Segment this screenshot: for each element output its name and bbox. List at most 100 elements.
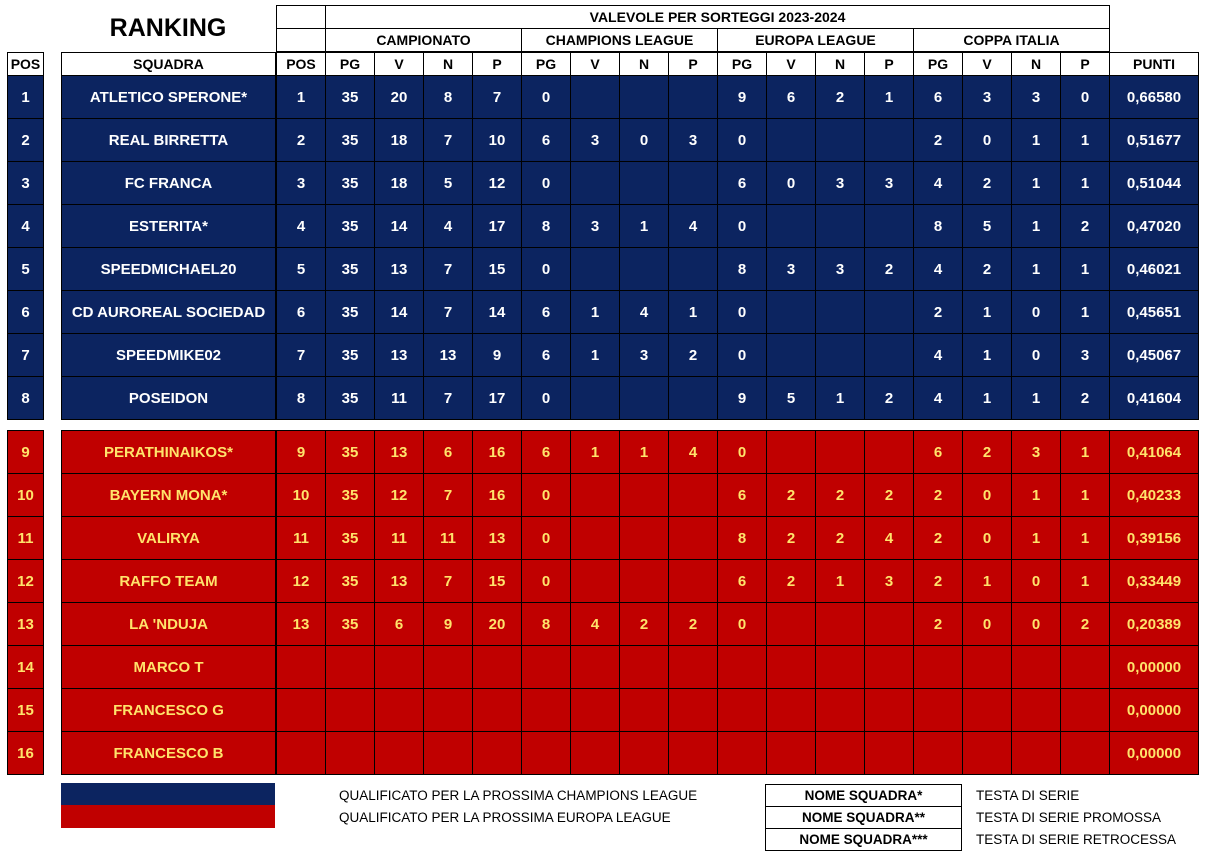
- row-stat-cell: 1: [1060, 559, 1110, 603]
- row-stat-cell: 8: [423, 75, 473, 119]
- row-stat-cell: 13: [472, 516, 522, 560]
- row-stat-cell: 2: [766, 473, 816, 517]
- row-position: 7: [7, 333, 44, 377]
- row-stat-cell: [570, 161, 620, 205]
- row-stat-cell: 4: [864, 516, 914, 560]
- row-stat-cell: 35: [325, 75, 375, 119]
- row-stat-cell: 3: [962, 75, 1012, 119]
- row-stat-cell: 0: [717, 602, 767, 646]
- row-stat-cell: 2: [766, 559, 816, 603]
- row-points: 0,41604: [1109, 376, 1199, 420]
- row-stat-cell: [570, 376, 620, 420]
- row-stat-cell: 9: [276, 430, 326, 474]
- header-blank-pos: [276, 5, 326, 29]
- row-stat-cell: [668, 731, 718, 775]
- row-stat-cell: [717, 688, 767, 732]
- row-stat-cell: [570, 247, 620, 291]
- row-stat-cell: [864, 290, 914, 334]
- row-stat-cell: 6: [374, 602, 424, 646]
- row-stat-cell: 9: [423, 602, 473, 646]
- row-stat-cell: 0: [717, 290, 767, 334]
- row-stat-cell: 10: [276, 473, 326, 517]
- row-stat-cell: 0: [521, 247, 571, 291]
- row-stat-cell: [521, 645, 571, 689]
- row-points: 0,20389: [1109, 602, 1199, 646]
- row-points: 0,45651: [1109, 290, 1199, 334]
- row-stat-cell: 3: [668, 118, 718, 162]
- row-stat-cell: 2: [815, 75, 865, 119]
- row-stat-cell: [619, 75, 669, 119]
- header-col-8: P: [668, 52, 718, 76]
- row-stat-cell: [668, 161, 718, 205]
- row-stat-cell: 3: [766, 247, 816, 291]
- row-points: 0,47020: [1109, 204, 1199, 248]
- row-stat-cell: 2: [913, 290, 963, 334]
- row-stat-cell: 2: [913, 473, 963, 517]
- row-stat-cell: 35: [325, 118, 375, 162]
- row-stat-cell: 0: [1011, 333, 1061, 377]
- row-stat-cell: [472, 731, 522, 775]
- header-col-5: PG: [521, 52, 571, 76]
- row-stat-cell: [619, 645, 669, 689]
- row-stat-cell: 5: [766, 376, 816, 420]
- row-stat-cell: [374, 688, 424, 732]
- row-stat-cell: [815, 118, 865, 162]
- row-stat-cell: [668, 376, 718, 420]
- row-team-name: VALIRYA: [61, 516, 276, 560]
- row-stat-cell: 17: [472, 376, 522, 420]
- row-stat-cell: [1060, 645, 1110, 689]
- row-stat-cell: 35: [325, 247, 375, 291]
- row-stat-cell: [668, 645, 718, 689]
- row-stat-cell: 1: [1011, 118, 1061, 162]
- row-stat-cell: 0: [717, 430, 767, 474]
- row-stat-cell: [423, 731, 473, 775]
- row-position: 16: [7, 731, 44, 775]
- row-position: 8: [7, 376, 44, 420]
- row-stat-cell: [815, 333, 865, 377]
- row-stat-cell: 4: [276, 204, 326, 248]
- row-stat-cell: 0: [1011, 602, 1061, 646]
- header-col-6: V: [570, 52, 620, 76]
- row-stat-cell: 3: [1011, 75, 1061, 119]
- row-stat-cell: 35: [325, 204, 375, 248]
- header-valevole: VALEVOLE PER SORTEGGI 2023-2024: [325, 5, 1110, 29]
- row-stat-cell: [570, 688, 620, 732]
- row-stat-cell: [864, 645, 914, 689]
- header-punti: PUNTI: [1109, 52, 1199, 76]
- row-stat-cell: 6: [913, 75, 963, 119]
- row-stat-cell: 1: [1060, 247, 1110, 291]
- header-col-11: N: [815, 52, 865, 76]
- row-stat-cell: 4: [913, 376, 963, 420]
- row-stat-cell: [1011, 645, 1061, 689]
- row-stat-cell: 1: [1011, 161, 1061, 205]
- row-stat-cell: [619, 473, 669, 517]
- row-stat-cell: 1: [962, 376, 1012, 420]
- header-col-14: V: [962, 52, 1012, 76]
- row-stat-cell: 13: [374, 430, 424, 474]
- row-stat-cell: 2: [913, 559, 963, 603]
- row-position: 12: [7, 559, 44, 603]
- row-stat-cell: 5: [962, 204, 1012, 248]
- legend-key-label: NOME SQUADRA*: [765, 784, 962, 807]
- row-stat-cell: 13: [374, 247, 424, 291]
- row-stat-cell: [276, 688, 326, 732]
- row-stat-cell: 9: [717, 376, 767, 420]
- row-stat-cell: 6: [717, 161, 767, 205]
- row-stat-cell: 1: [1060, 290, 1110, 334]
- row-stat-cell: 2: [962, 161, 1012, 205]
- header-col-7: N: [619, 52, 669, 76]
- header-col-1: PG: [325, 52, 375, 76]
- row-stat-cell: [913, 731, 963, 775]
- row-stat-cell: 11: [374, 376, 424, 420]
- row-stat-cell: 11: [423, 516, 473, 560]
- row-team-name: ESTERITA*: [61, 204, 276, 248]
- row-stat-cell: [472, 645, 522, 689]
- row-stat-cell: 20: [472, 602, 522, 646]
- row-stat-cell: 3: [1060, 333, 1110, 377]
- row-stat-cell: 6: [521, 290, 571, 334]
- row-position: 2: [7, 118, 44, 162]
- row-stat-cell: 35: [325, 602, 375, 646]
- row-stat-cell: 0: [521, 473, 571, 517]
- row-stat-cell: [619, 516, 669, 560]
- row-stat-cell: [374, 731, 424, 775]
